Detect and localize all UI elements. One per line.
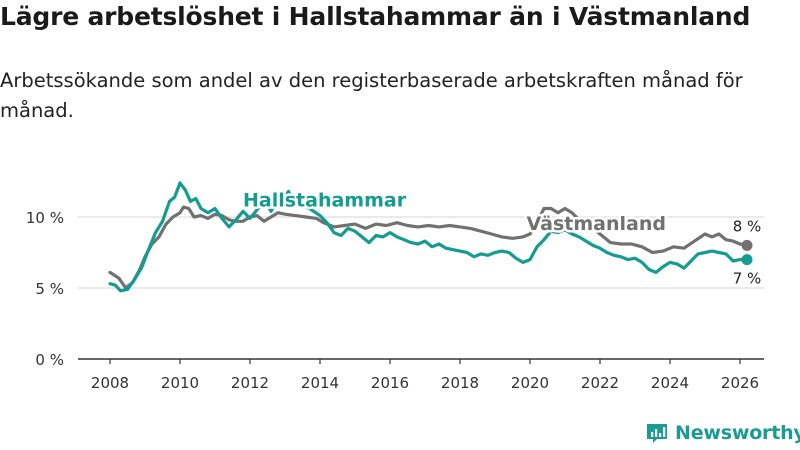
series-label-västmanland: Västmanland bbox=[527, 213, 667, 235]
series-label-hallstahammar: Hallstahammar bbox=[243, 189, 407, 211]
x-tick-label: 2010 bbox=[161, 374, 199, 392]
x-tick-label: 2014 bbox=[301, 374, 339, 392]
x-tick-label: 2016 bbox=[371, 374, 409, 392]
x-tick-label: 2018 bbox=[441, 374, 479, 392]
y-tick-label: 10 % bbox=[26, 209, 64, 227]
y-tick-label: 5 % bbox=[35, 280, 64, 298]
series-end-point-västmanland bbox=[741, 239, 753, 251]
newsworthy-logo-icon bbox=[647, 424, 667, 443]
series-line-hallstahammar bbox=[108, 181, 749, 293]
series-line-västmanland bbox=[108, 205, 749, 290]
series-end-point-hallstahammar bbox=[741, 254, 753, 266]
x-tick-label: 2012 bbox=[231, 374, 269, 392]
end-value-label-hallstahammar: 7 % bbox=[733, 270, 762, 288]
brand-name: Newsworthy bbox=[675, 422, 800, 444]
chart-subtitle: Arbetssökande som andel av den registerb… bbox=[0, 69, 743, 122]
x-tick-label: 2020 bbox=[511, 374, 549, 392]
x-tick-label: 2024 bbox=[651, 374, 689, 392]
x-tick-label: 2008 bbox=[91, 374, 129, 392]
end-value-label-västmanland: 8 % bbox=[733, 217, 762, 235]
chart-title: Lägre arbetslöshet i Hallstahammar än i … bbox=[0, 2, 751, 31]
x-tick-label: 2022 bbox=[581, 374, 619, 392]
newsworthy-logo: Newsworthy bbox=[645, 421, 800, 445]
x-tick-label: 2026 bbox=[721, 374, 759, 392]
y-tick-label: 0 % bbox=[35, 351, 64, 369]
